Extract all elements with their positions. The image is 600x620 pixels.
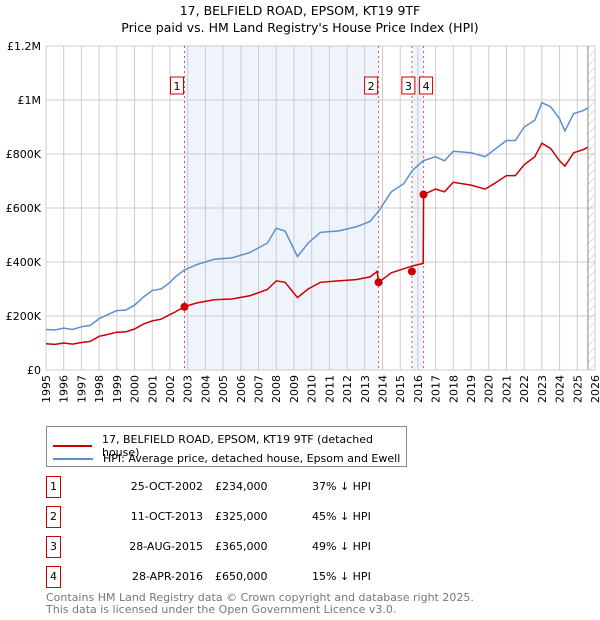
- x-tick-label: 2015: [394, 375, 407, 403]
- x-tick-label: 1999: [111, 375, 124, 403]
- sale-hpi-diff: 45% ↓ HPI: [312, 510, 371, 523]
- x-tick-label: 2006: [235, 375, 248, 403]
- sale-label-number: 1: [173, 80, 180, 93]
- sale-number: 4: [46, 566, 61, 588]
- sale-row: 1 25-OCT-2002 £234,000 37% ↓ HPI: [46, 476, 446, 498]
- x-tick-label: 2013: [359, 375, 372, 403]
- sale-point-4: [419, 190, 428, 199]
- x-tick-label: 2003: [182, 375, 195, 403]
- y-tick-label: £400K: [6, 256, 42, 269]
- sale-price: £234,000: [215, 480, 268, 493]
- y-tick-label: £1.2M: [7, 40, 41, 53]
- sale-label-box: [364, 76, 379, 95]
- series-line-price: [45, 142, 589, 346]
- legend-label-price: 17, BELFIELD ROAD, EPSOM, KT19 9TF (deta…: [101, 433, 373, 459]
- x-tick-label: 2009: [288, 375, 301, 403]
- x-tick-label: 2005: [217, 375, 230, 403]
- footer-licence: This data is licensed under the Open Gov…: [46, 603, 397, 616]
- sale-hpi-diff: 49% ↓ HPI: [312, 540, 371, 553]
- sale-label-box: [419, 76, 434, 95]
- y-tick-label: £1M: [18, 94, 42, 107]
- x-tick-label: 2026: [589, 375, 600, 403]
- x-tick-label: 2016: [412, 375, 425, 403]
- sale-label-box: [401, 76, 416, 95]
- sale-label-number: 4: [423, 80, 430, 93]
- sale-label-number: 3: [405, 80, 412, 93]
- x-tick-label: 1997: [75, 375, 88, 403]
- y-tick-label: £600K: [6, 202, 42, 215]
- legend-item-price: 17, BELFIELD ROAD, EPSOM, KT19 9TF (deta…: [53, 433, 406, 459]
- legend-swatch-hpi: [53, 457, 93, 460]
- series-line-hpi: [45, 101, 589, 331]
- x-tick-label: 2025: [571, 375, 584, 403]
- sale-label-number: 2: [368, 80, 375, 93]
- x-tick-label: 2011: [323, 375, 336, 403]
- sale-row: 4 28-APR-2016 £650,000 15% ↓ HPI: [46, 566, 446, 588]
- x-tick-label: 2001: [146, 375, 159, 403]
- x-tick-label: 1998: [93, 375, 106, 403]
- x-tick-label: 2010: [306, 375, 319, 403]
- sale-point-1: [180, 302, 189, 311]
- x-tick-label: 2018: [447, 375, 460, 403]
- x-tick-label: 2020: [483, 375, 496, 403]
- sale-label-box: [169, 76, 184, 95]
- sale-price: £365,000: [215, 540, 268, 553]
- x-tick-label: 2000: [129, 375, 142, 403]
- sale-hpi-diff: 37% ↓ HPI: [312, 480, 371, 493]
- legend: 17, BELFIELD ROAD, EPSOM, KT19 9TF (deta…: [46, 426, 407, 467]
- sale-date: 25-OCT-2002: [130, 480, 203, 493]
- sale-row: 2 11-OCT-2013 £325,000 45% ↓ HPI: [46, 506, 446, 528]
- x-tick-label: 2023: [536, 375, 549, 403]
- sale-row: 3 28-AUG-2015 £365,000 49% ↓ HPI: [46, 536, 446, 558]
- x-tick-label: 2021: [500, 375, 513, 403]
- x-tick-label: 2012: [341, 375, 354, 403]
- x-tick-label: 2017: [430, 375, 443, 403]
- x-tick-label: 1995: [40, 375, 53, 403]
- x-tick-label: 2024: [554, 375, 567, 403]
- chart-subtitle: Price paid vs. HM Land Registry's House …: [121, 20, 479, 35]
- y-tick-label: £0: [27, 364, 41, 377]
- sale-date: 28-AUG-2015: [129, 540, 203, 553]
- sale-date: 11-OCT-2013: [130, 510, 203, 523]
- sale-number: 1: [46, 476, 61, 498]
- legend-label-hpi: HPI: Average price, detached house, Epso…: [103, 452, 401, 465]
- plot-frame: [45, 45, 596, 371]
- x-tick-label: 2008: [270, 375, 283, 403]
- x-tick-label: 2007: [253, 375, 266, 403]
- x-tick-label: 1996: [58, 375, 71, 403]
- x-tick-label: 2022: [518, 375, 531, 403]
- chart-title: 17, BELFIELD ROAD, EPSOM, KT19 9TF: [179, 3, 421, 18]
- y-tick-label: £800K: [6, 148, 42, 161]
- legend-item-hpi: HPI: Average price, detached house, Epso…: [53, 452, 400, 465]
- footer-copyright: Contains HM Land Registry data © Crown c…: [46, 591, 474, 604]
- x-tick-label: 2019: [465, 375, 478, 403]
- sale-hpi-diff: 15% ↓ HPI: [312, 570, 371, 583]
- sale-number: 3: [46, 536, 61, 558]
- x-tick-label: 2004: [199, 375, 212, 403]
- sale-price: £325,000: [215, 510, 268, 523]
- plot-area: 1995 1996 1997 1998 1999 2000 2001 2002 2003 2004…: [6, 40, 600, 403]
- legend-swatch-price: [53, 445, 92, 447]
- sale-number: 2: [46, 506, 61, 528]
- sale-price: £650,000: [215, 570, 268, 583]
- sale-point-2: [374, 278, 383, 287]
- y-tick-label: £200K: [6, 310, 42, 323]
- x-tick-label: 2014: [376, 375, 389, 403]
- x-tick-label: 2002: [164, 375, 177, 403]
- sale-point-3: [407, 267, 416, 276]
- sale-date: 28-APR-2016: [131, 570, 203, 583]
